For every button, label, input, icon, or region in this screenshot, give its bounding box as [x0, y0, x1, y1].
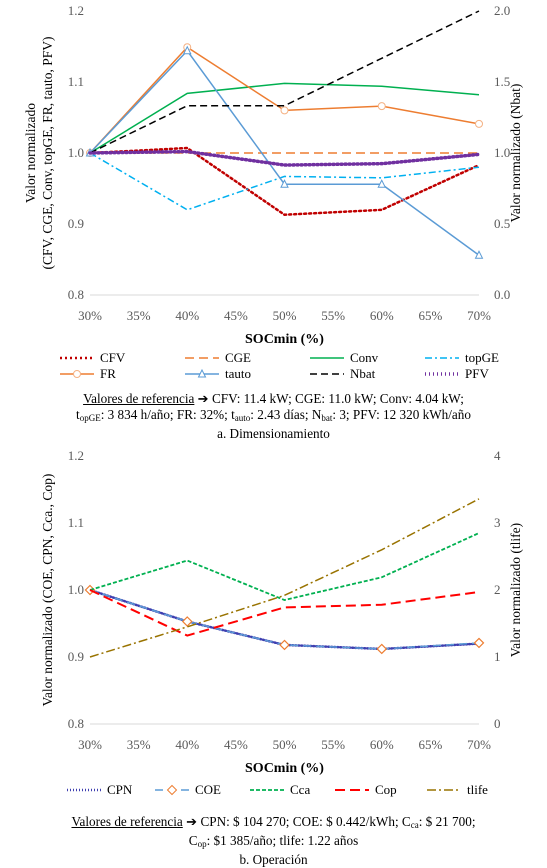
- x-tick-label: 60%: [370, 737, 394, 752]
- x-tick-label: 50%: [273, 737, 297, 752]
- y2-tick-label: 0.0: [494, 287, 510, 302]
- arrow-icon: ➔: [198, 391, 209, 406]
- series-line-fr: [90, 47, 479, 153]
- ref-nbat-val: : 3; PFV: 12 320 kWh/año: [332, 407, 471, 422]
- legend-label-pfv: PFV: [465, 366, 489, 381]
- reference-prefix-b: Valores de referencia: [71, 814, 182, 829]
- y-tick-label: 1.0: [68, 582, 84, 597]
- legend-label-cge: CGE: [225, 350, 251, 365]
- ref-tauto-sub: auto: [235, 413, 251, 423]
- x-tick-label: 40%: [175, 737, 199, 752]
- chart-operacion: 30% 35% 40% 45% 50% 55% 60% 65% 70% 0.8 0.9 1.0 1.1 1…: [40, 448, 523, 797]
- y-axis-title: Valor normalizado: [23, 103, 38, 203]
- x-tick-label: 55%: [321, 308, 345, 323]
- caption-a: a. Dimensionamiento: [0, 426, 547, 442]
- x-tick-label: 45%: [224, 737, 248, 752]
- legend-label-conv: Conv: [350, 350, 379, 365]
- legend-label-topge: topGE: [465, 350, 499, 365]
- reference-values-a: Valores de referencia ➔ CFV: 11.4 kW; CG…: [0, 391, 547, 442]
- reference-values-b: Valores de referencia ➔ CPN: $ 104 270; …: [0, 814, 547, 868]
- series-line-cop: [90, 590, 479, 636]
- reference-line1-a: CFV: 11.4 kW; CGE: 11.0 kW; Conv: 4.04 k…: [212, 391, 464, 406]
- series-line-tlife: [90, 499, 479, 657]
- data-point-coe: [183, 617, 192, 626]
- series-line-conv: [90, 83, 479, 153]
- data-point-coe: [377, 644, 386, 653]
- x-tick-label: 70%: [467, 308, 491, 323]
- x-tick-label: 65%: [418, 737, 442, 752]
- x-tick-label: 65%: [418, 308, 442, 323]
- data-point-coe: [475, 638, 484, 647]
- ref-cop-label: C: [189, 833, 198, 848]
- ref-tauto-val: : 2.43 días; N: [250, 407, 321, 422]
- y-tick-label: 1.0: [68, 145, 84, 160]
- x-tick-label: 45%: [224, 308, 248, 323]
- x-axis-title: SOCmin (%): [245, 332, 324, 347]
- x-tick-label: 55%: [321, 737, 345, 752]
- legend-marker: [168, 786, 177, 795]
- data-point-fr: [476, 120, 483, 127]
- x-axis-title: SOCmin (%): [245, 761, 324, 776]
- caption-b: b. Operación: [0, 852, 547, 868]
- y-tick-label: 0.9: [68, 649, 84, 664]
- x-tick-label: 35%: [127, 308, 151, 323]
- y-tick-label: 1.1: [68, 515, 84, 530]
- y-axis-title: (CFV, CGE, Conv, topGE, FR, tauto, PFV): [40, 37, 55, 270]
- legend-label-fr: FR: [100, 366, 116, 381]
- ref-cop-sub: op: [198, 839, 207, 849]
- legend-label-cfv: CFV: [100, 350, 126, 365]
- ref-cca-val: : $ 21 700;: [419, 814, 476, 829]
- y-tick-label: 0.8: [68, 716, 84, 731]
- y2-tick-label: 2.0: [494, 3, 510, 18]
- arrow-icon: ➔: [186, 814, 197, 829]
- x-tick-label: 40%: [175, 308, 199, 323]
- data-point-fr: [281, 107, 288, 114]
- y2-tick-label: 2: [494, 582, 501, 597]
- legend-label-tauto: tauto: [225, 366, 251, 381]
- ref-cop-val: : $1 385/año; tlife: 1.22 años: [207, 833, 359, 848]
- x-tick-label: 30%: [78, 737, 102, 752]
- y2-tick-label: 0: [494, 716, 501, 731]
- y2-tick-label: 1: [494, 649, 501, 664]
- series-line-cca: [90, 533, 479, 600]
- data-point-fr: [378, 103, 385, 110]
- y-tick-label: 0.8: [68, 287, 84, 302]
- y-tick-label: 1.2: [68, 3, 84, 18]
- y-tick-label: 1.1: [68, 74, 84, 89]
- x-tick-label: 30%: [78, 308, 102, 323]
- ref-topge-sub: opGE: [80, 413, 101, 423]
- y-tick-label: 0.9: [68, 216, 84, 231]
- x-tick-label: 50%: [273, 308, 297, 323]
- legend-label-cop: Cop: [375, 782, 397, 797]
- legend-label-cpn: CPN: [107, 782, 133, 797]
- ref-nbat-sub: bat: [321, 413, 332, 423]
- chart-dimensionamiento: 30% 35% 40% 45% 50% 55% 60% 65% 70% 0.8 0.9 1.0 1.1 1…: [23, 3, 523, 381]
- y2-axis-title: Valor normalizado (Nbat): [508, 84, 523, 223]
- y2-axis-title: Valor normalizado (tlife): [508, 523, 523, 657]
- series-line-nbat: [90, 11, 479, 153]
- data-point-coe: [280, 640, 289, 649]
- ref-topge-val: : 3 834 h/año; FR: 32%; t: [101, 407, 235, 422]
- reference-line1-b: CPN: $ 104 270; COE: $ 0.442/kWh; C: [200, 814, 410, 829]
- legend-label-cca: Cca: [290, 782, 310, 797]
- y2-tick-label: 4: [494, 448, 501, 463]
- legend-label-tlife: tlife: [467, 782, 488, 797]
- data-point-tauto: [476, 251, 483, 258]
- ref-cca-sub: ca: [411, 820, 419, 830]
- y-tick-label: 1.2: [68, 448, 84, 463]
- x-tick-label: 60%: [370, 308, 394, 323]
- y2-tick-label: 3: [494, 515, 501, 530]
- legend-label-coe: COE: [195, 782, 221, 797]
- legend-label-nbat: Nbat: [350, 366, 376, 381]
- legend-marker: [74, 371, 81, 378]
- reference-prefix-a: Valores de referencia: [83, 391, 194, 406]
- x-tick-label: 35%: [127, 737, 151, 752]
- x-tick-label: 70%: [467, 737, 491, 752]
- y-axis-title: Valor normalizado (COE, CPN, Cca., Cop): [40, 474, 55, 707]
